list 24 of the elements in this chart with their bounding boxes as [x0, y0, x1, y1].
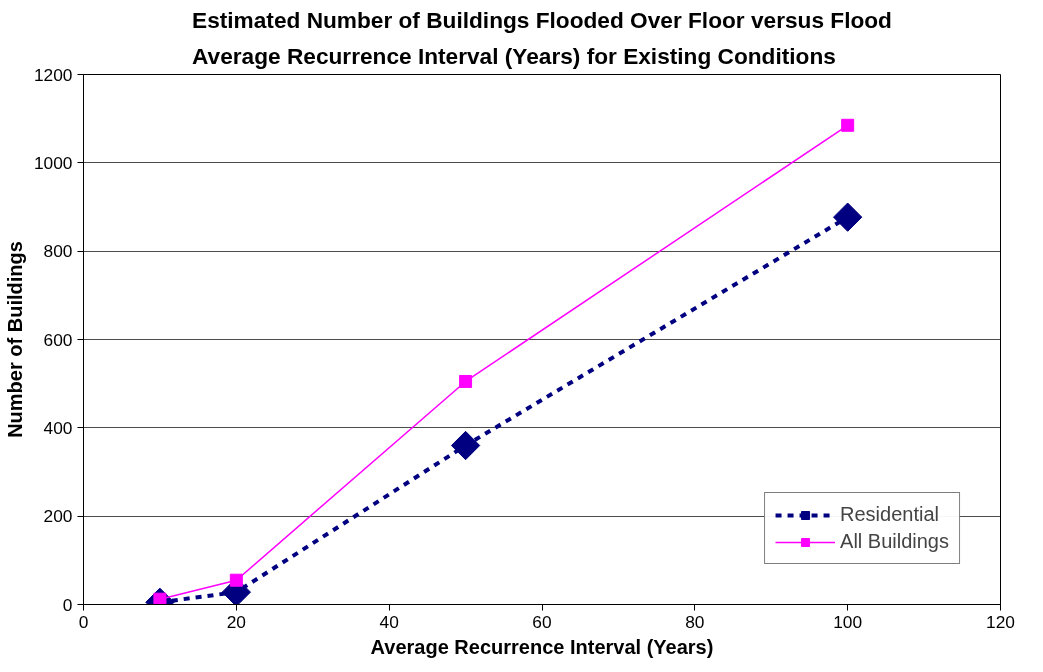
point — [229, 573, 243, 587]
y-axis-title: Number of Buildings — [3, 241, 26, 438]
y-tick-label: 200 — [43, 506, 73, 527]
y-tick-label: 800 — [43, 241, 73, 262]
y-tick-label: 400 — [43, 417, 73, 438]
x-tick-label: 0 — [78, 611, 89, 632]
point — [833, 202, 863, 232]
legend-label: All Buildings — [840, 530, 949, 553]
y-tick-label: 0 — [62, 594, 73, 615]
point — [459, 374, 473, 388]
x-tick-label: 120 — [986, 611, 1015, 632]
y-tick-label: 1200 — [33, 64, 73, 85]
y-tick-label: 600 — [43, 329, 73, 350]
y-tick-label: 1000 — [33, 152, 73, 173]
point — [450, 430, 481, 461]
x-axis-title: Average Recurrence Interval (Years) — [370, 635, 714, 658]
x-tick-label: 60 — [532, 611, 552, 632]
x-tick-label: 40 — [379, 611, 399, 632]
point — [841, 118, 855, 132]
x-tick-label: 100 — [833, 611, 863, 632]
legend-label: Residential — [840, 503, 939, 526]
x-tick-label: 80 — [685, 611, 705, 632]
x-tick-label: 20 — [226, 611, 246, 632]
chart-title: Estimated Number of Buildings Flooded Over Floor versus Flood Average Recurrence Interval (Years) for Existing Conditions — [192, 7, 892, 70]
